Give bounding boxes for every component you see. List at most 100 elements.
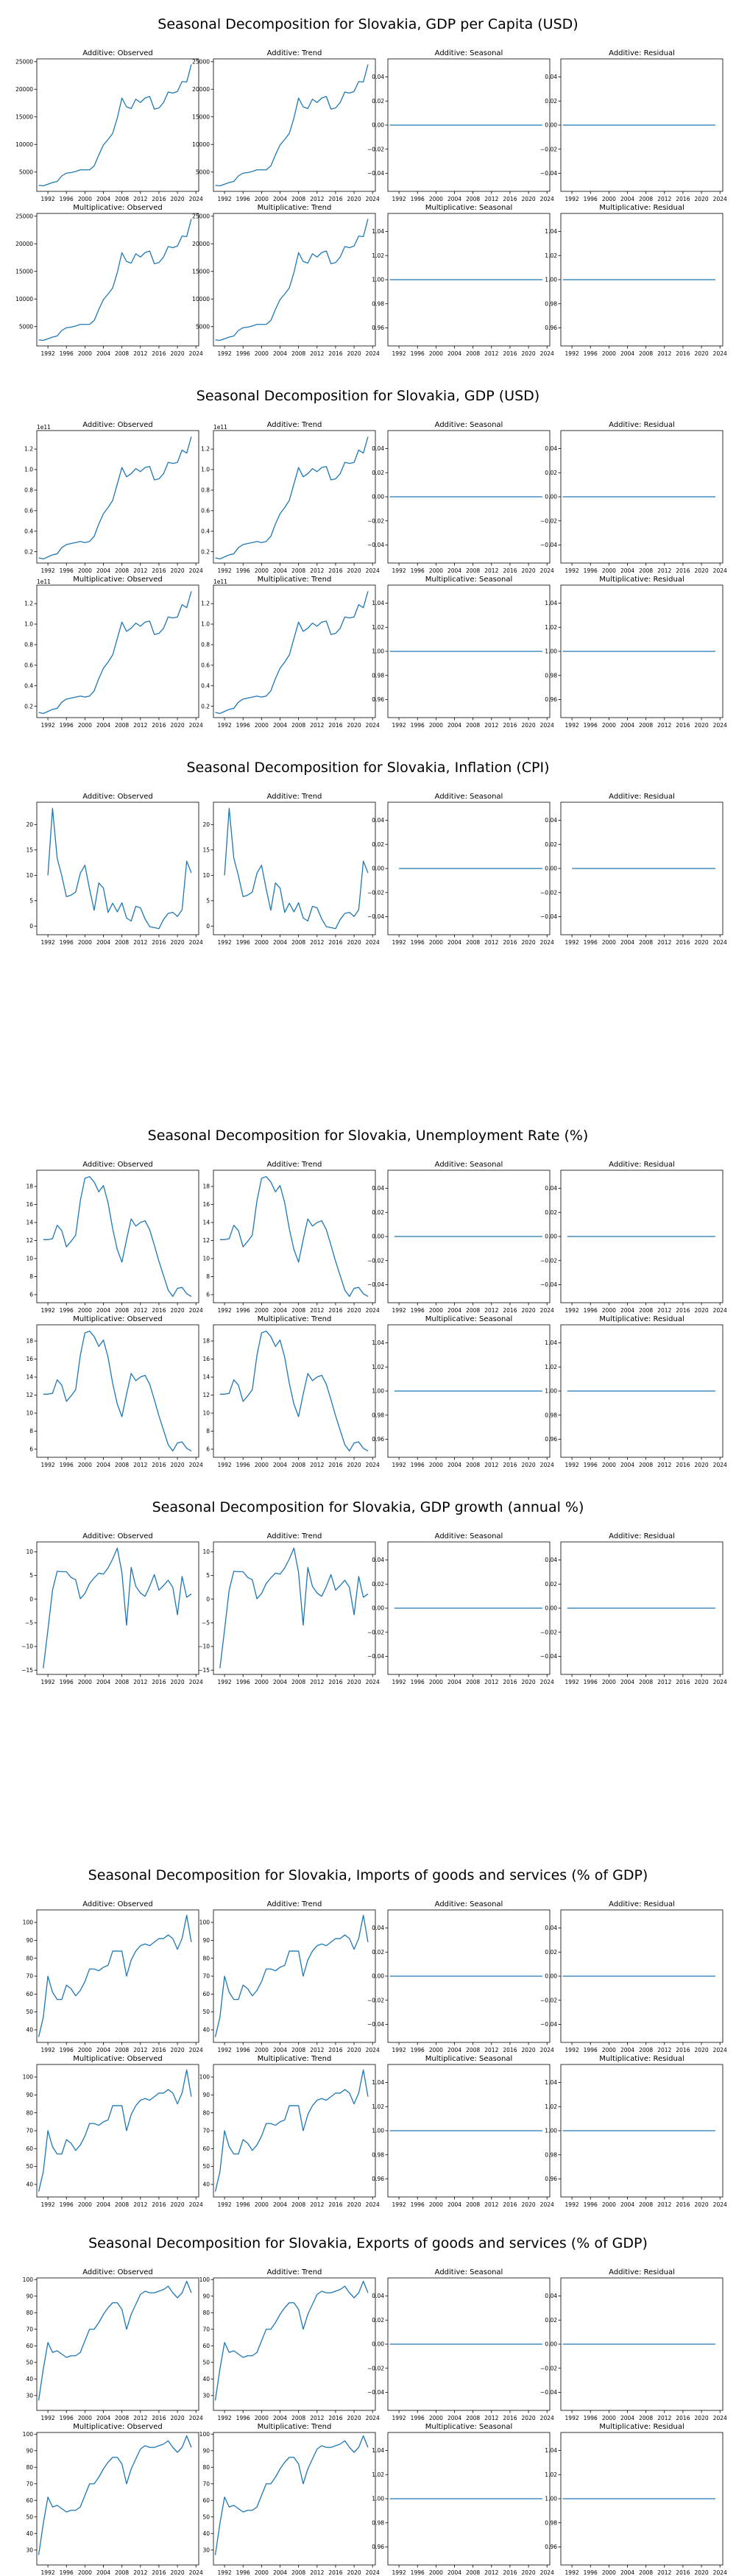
x-tick-label: 2000 bbox=[602, 939, 616, 946]
x-tick-label: 2000 bbox=[78, 2201, 92, 2208]
y-tick-label: 50 bbox=[202, 2359, 210, 2366]
x-tick-label: 2012 bbox=[484, 2201, 498, 2208]
x-tick-label: 2016 bbox=[152, 2415, 166, 2421]
subplot-title: Multiplicative: Observed bbox=[73, 576, 162, 584]
x-tick-label: 2012 bbox=[133, 1307, 147, 1314]
x-tick-label: 2012 bbox=[484, 1462, 498, 1468]
x-tick-label: 2008 bbox=[115, 2569, 129, 2576]
series-line bbox=[38, 2280, 192, 2401]
subplot-title: Multiplicative: Residual bbox=[599, 1315, 684, 1323]
x-tick-label: 2008 bbox=[466, 350, 480, 357]
x-tick-label: 1996 bbox=[60, 350, 74, 357]
x-tick-label: 2004 bbox=[620, 2047, 634, 2053]
y-tick-label: −10 bbox=[21, 1643, 33, 1650]
y-tick-label: 40 bbox=[202, 2376, 210, 2382]
y-tick-label: 10 bbox=[202, 1549, 210, 1555]
x-tick-label: 2024 bbox=[540, 2201, 554, 2208]
x-tick-label: 1996 bbox=[584, 350, 598, 357]
y-tick-label: 0.98 bbox=[372, 1412, 384, 1418]
x-tick-label: 2000 bbox=[255, 1462, 269, 1468]
y-tick-label: 100 bbox=[199, 2431, 210, 2438]
x-tick-label: 1992 bbox=[565, 350, 579, 357]
x-tick-label: 2016 bbox=[152, 1307, 166, 1314]
y-tick-label: 0.98 bbox=[545, 2151, 557, 2158]
y-tick-label: −0.02 bbox=[540, 1629, 557, 1635]
x-tick-label: 1996 bbox=[584, 2047, 598, 2053]
plot-frame bbox=[36, 1541, 199, 1675]
y-tick-label: 1.02 bbox=[372, 252, 384, 259]
x-tick-label: 2012 bbox=[310, 722, 324, 729]
series-line bbox=[43, 1547, 192, 1669]
x-tick-label: 2000 bbox=[255, 567, 269, 574]
x-tick-label: 2012 bbox=[310, 196, 324, 202]
x-tick-label: 2020 bbox=[171, 2201, 185, 2208]
x-tick-label: 2016 bbox=[676, 350, 690, 357]
y-tick-label: 0.2 bbox=[24, 703, 33, 710]
x-tick-label: 1992 bbox=[218, 350, 232, 357]
y-tick-label: 0.98 bbox=[372, 2519, 384, 2526]
y-tick-label: 60 bbox=[26, 2145, 33, 2152]
x-tick-label: 2024 bbox=[189, 567, 203, 574]
subplot-title: Multiplicative: Residual bbox=[599, 204, 684, 212]
y-tick-label: 0.02 bbox=[372, 1581, 384, 1588]
y-tick-label: −0.02 bbox=[367, 1997, 384, 2003]
x-tick-label: 2008 bbox=[466, 1679, 480, 1685]
plot-frame bbox=[36, 2277, 199, 2411]
x-tick-label: 2004 bbox=[273, 1679, 287, 1685]
x-tick-label: 1996 bbox=[236, 2569, 250, 2576]
x-tick-label: 2012 bbox=[657, 2415, 671, 2421]
y-tick-label: 10 bbox=[26, 1410, 33, 1417]
y-tick-label: 0.04 bbox=[545, 817, 557, 824]
y-tick-label: 1.04 bbox=[372, 2447, 384, 2454]
x-tick-label: 1992 bbox=[218, 722, 232, 729]
subplot-additive-residual: Additive: Residual 1992 1996 2000 2004 2008 20… bbox=[540, 49, 727, 202]
x-tick-label: 2004 bbox=[273, 939, 287, 946]
x-tick-label: 2000 bbox=[429, 196, 443, 202]
x-tick-label: 2008 bbox=[466, 1462, 480, 1468]
x-tick-label: 1996 bbox=[411, 722, 425, 729]
y-tick-label: 0.2 bbox=[24, 548, 33, 555]
y-tick-label: 0.00 bbox=[545, 122, 557, 129]
x-tick-label: 1996 bbox=[584, 1307, 598, 1314]
x-tick-label: 2008 bbox=[115, 196, 129, 202]
x-tick-label: 2000 bbox=[78, 2415, 92, 2421]
x-tick-label: 1996 bbox=[411, 2569, 425, 2576]
x-tick-label: 2008 bbox=[466, 1307, 480, 1314]
plot-frame bbox=[36, 58, 199, 192]
x-tick-label: 2004 bbox=[620, 722, 634, 729]
y-tick-label: 0.00 bbox=[545, 1973, 557, 1980]
y-tick-label: 70 bbox=[202, 1973, 210, 1980]
x-tick-label: 2008 bbox=[466, 2201, 480, 2208]
y-tick-label: 80 bbox=[26, 1955, 33, 1961]
y-tick-label: 18 bbox=[26, 1183, 33, 1190]
series-line bbox=[219, 1547, 369, 1669]
x-tick-label: 2008 bbox=[291, 2415, 305, 2421]
y-tick-label: 5 bbox=[206, 897, 210, 904]
plot-frame bbox=[36, 802, 199, 935]
subplot-title: Multiplicative: Trend bbox=[258, 2423, 332, 2431]
subplot-additive-residual: Additive: Residual 1992 1996 2000 2004 2008 20… bbox=[540, 421, 727, 574]
x-tick-label: 2016 bbox=[328, 722, 342, 729]
y-tick-label: 0.8 bbox=[201, 642, 210, 648]
x-tick-label: 2020 bbox=[522, 2201, 536, 2208]
subplot-multiplicative-trend: Multiplicative: Trend 1992 1996 2000 2004 200… bbox=[201, 576, 380, 729]
x-tick-label: 2012 bbox=[657, 350, 671, 357]
y-tick-label: 30 bbox=[202, 2392, 210, 2399]
x-tick-label: 2000 bbox=[429, 2415, 443, 2421]
y-tick-label: 0 bbox=[29, 1596, 33, 1602]
x-tick-label: 2016 bbox=[328, 2047, 342, 2053]
y-tick-label: −0.02 bbox=[367, 2365, 384, 2371]
plot-frame bbox=[213, 430, 376, 564]
x-tick-label: 2004 bbox=[447, 1462, 461, 1468]
x-tick-label: 2000 bbox=[78, 1307, 92, 1314]
y-tick-label: 1.02 bbox=[545, 624, 557, 631]
y-tick-label: 1.02 bbox=[372, 1364, 384, 1370]
subplot-title: Multiplicative: Residual bbox=[599, 2423, 684, 2431]
x-tick-label: 1996 bbox=[60, 196, 74, 202]
x-tick-label: 1992 bbox=[41, 1679, 55, 1685]
x-tick-label: 2004 bbox=[447, 567, 461, 574]
x-tick-label: 2020 bbox=[347, 2415, 361, 2421]
x-tick-label: 2012 bbox=[310, 2201, 324, 2208]
plot-frame bbox=[36, 1170, 199, 1303]
y-tick-label: 80 bbox=[202, 2310, 210, 2316]
